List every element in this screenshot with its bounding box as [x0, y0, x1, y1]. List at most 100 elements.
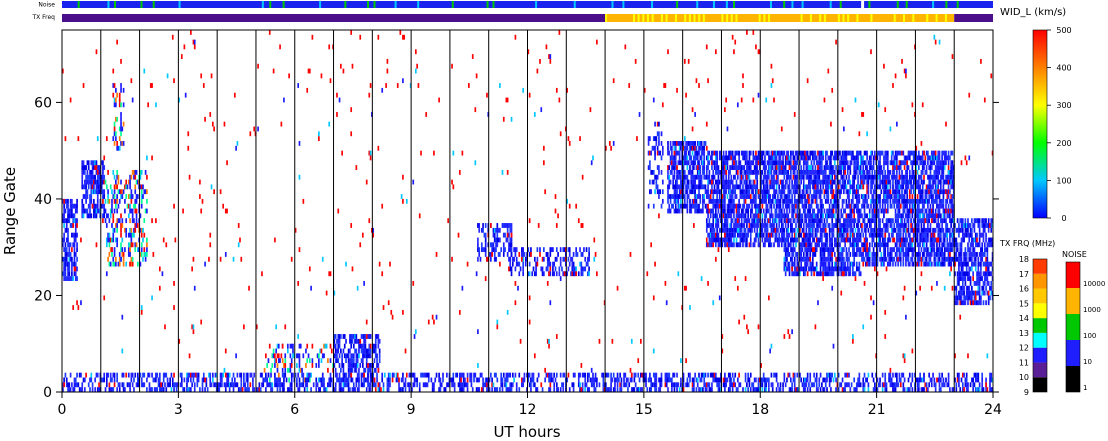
data-cell: [773, 227, 775, 233]
data-cell: [786, 237, 788, 243]
data-cell: [958, 290, 960, 296]
data-cell: [320, 348, 323, 354]
data-cell: [134, 247, 137, 253]
data-cell: [921, 252, 924, 257]
data-cell: [886, 223, 889, 228]
data-cell: [107, 189, 109, 195]
data-cell: [823, 232, 826, 238]
data-cell: [823, 256, 826, 262]
data-cell: [93, 160, 95, 166]
data-cell: [712, 223, 715, 228]
data-cell: [677, 141, 680, 146]
data-cell: [907, 242, 910, 248]
data-cell: [809, 179, 812, 185]
data-cell: [115, 256, 117, 262]
data-cell: [938, 213, 941, 219]
data-cell: [783, 165, 786, 170]
data-cell: [956, 300, 959, 306]
data-cell: [725, 150, 728, 156]
data-cell: [880, 261, 883, 267]
data-cell: [699, 155, 702, 161]
data-cell: [771, 198, 774, 204]
data-cell: [964, 271, 967, 277]
data-cell: [68, 247, 71, 253]
data-cell: [775, 198, 778, 204]
data-cell: [522, 261, 525, 267]
data-cell: [748, 194, 751, 199]
data-cell: [809, 266, 812, 272]
data-cell: [915, 227, 918, 233]
data-cell: [502, 247, 505, 253]
txfreq-fleck: [721, 14, 724, 22]
data-cell: [799, 232, 801, 238]
data-cell: [742, 189, 744, 195]
data-cell: [850, 223, 853, 228]
data-cell: [709, 198, 712, 204]
data-cell: [673, 208, 676, 214]
data-cell: [901, 223, 903, 228]
data-cell: [770, 165, 773, 170]
data-cell: [884, 155, 887, 161]
data-cell: [727, 184, 730, 190]
data-cell: [811, 247, 814, 253]
data-cell: [86, 213, 89, 219]
data-cell: [788, 160, 791, 166]
data-cell: [811, 266, 814, 272]
data-cell: [814, 194, 817, 199]
data-cell: [784, 252, 787, 257]
data-cell: [795, 198, 797, 204]
data-cell: [929, 223, 932, 228]
data-cell: [650, 150, 653, 156]
data-cell: [673, 141, 676, 146]
data-cell: [866, 256, 868, 262]
data-cell: [890, 174, 893, 180]
data-cell: [777, 237, 779, 243]
data-cell: [810, 271, 813, 277]
data-cell: [284, 363, 287, 368]
data-cell: [668, 165, 671, 170]
data-cell: [708, 198, 711, 204]
data-cell: [749, 160, 752, 166]
data-cell: [804, 266, 806, 272]
data-cell: [864, 247, 867, 253]
data-cell: [703, 184, 706, 190]
data-cell: [786, 252, 788, 257]
data-cell: [929, 160, 932, 166]
data-cell: [738, 232, 740, 238]
data-cell: [950, 174, 953, 180]
data-cell: [289, 343, 292, 349]
data-cell: [742, 203, 744, 209]
data-cell: [751, 208, 753, 214]
data-cell: [849, 252, 852, 257]
data-cell: [115, 184, 117, 190]
data-cell: [120, 126, 122, 132]
data-cell: [784, 165, 787, 170]
data-cell: [676, 141, 678, 146]
data-cell: [813, 155, 815, 161]
data-cell: [808, 213, 810, 219]
data-cell: [866, 150, 868, 156]
data-cell: [711, 208, 713, 214]
data-cell: [744, 208, 747, 214]
data-cell: [691, 150, 694, 156]
data-cell: [911, 198, 914, 204]
data-cell: [937, 208, 940, 214]
data-cell: [82, 169, 85, 175]
data-cell: [721, 223, 724, 228]
data-cell: [809, 155, 812, 161]
data-cell: [831, 266, 834, 272]
data-cell: [903, 227, 906, 233]
data-cell: [961, 261, 964, 267]
data-cell: [319, 348, 321, 354]
data-cell: [883, 179, 885, 185]
data-cell: [773, 155, 775, 161]
data-cell: [947, 203, 950, 209]
data-cell: [780, 169, 783, 175]
data-cell: [65, 198, 68, 204]
data-cell: [890, 155, 893, 161]
data-cell: [786, 194, 788, 199]
data-cell: [956, 227, 959, 233]
data-cell: [74, 223, 77, 228]
data-cell: [577, 271, 580, 277]
data-cell: [683, 160, 686, 166]
